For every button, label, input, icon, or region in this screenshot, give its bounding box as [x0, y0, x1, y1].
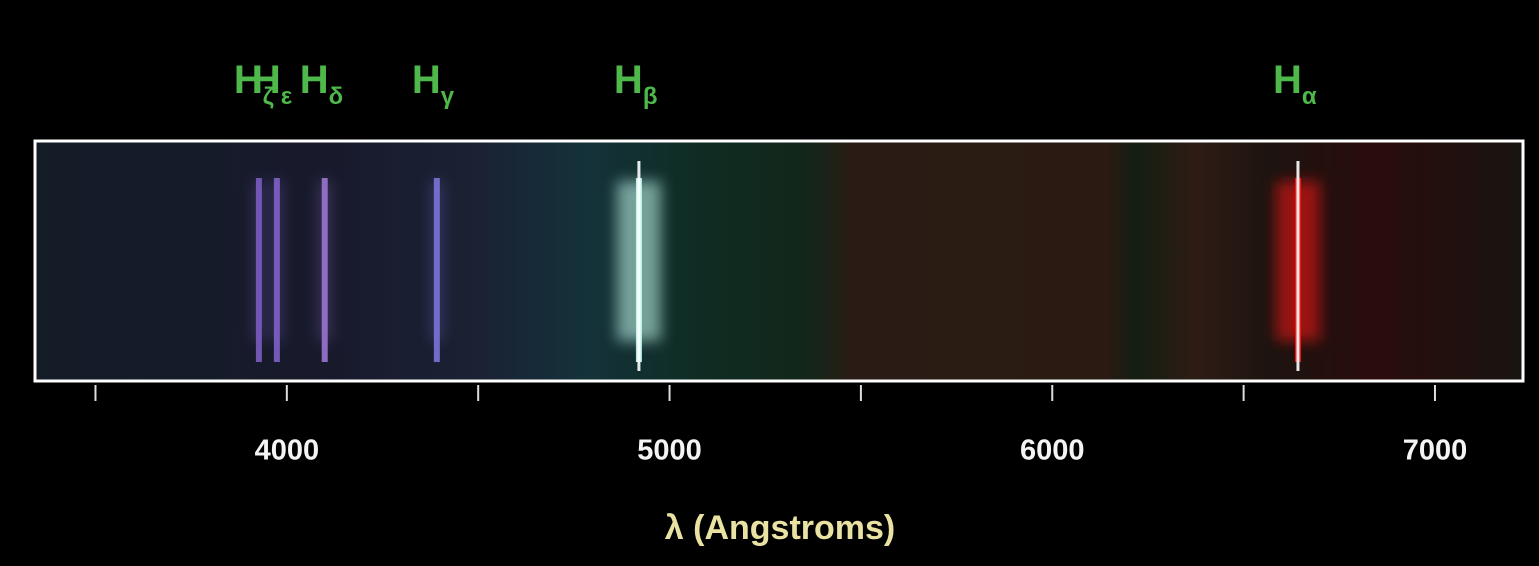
spectrum-frame — [33, 139, 1525, 383]
x-tick-label: 5000 — [637, 435, 702, 467]
line-label-symbol: H — [234, 58, 263, 102]
line-label: Hδ — [300, 58, 343, 111]
line-label: Hγ — [412, 58, 455, 111]
line-label-subscript: α — [1302, 83, 1317, 110]
x-tick-label: 4000 — [255, 435, 320, 467]
emission-line — [321, 178, 328, 362]
line-label-subscript: γ — [441, 83, 455, 110]
line-label: Hβ — [614, 58, 658, 111]
emission-line — [273, 178, 280, 362]
line-label: Hζ — [234, 58, 274, 111]
line-label-symbol: H — [300, 58, 329, 102]
line-label-symbol: H — [614, 58, 643, 102]
x-tick-label: 7000 — [1403, 435, 1468, 467]
line-label: Hα — [1273, 58, 1317, 111]
line-label-symbol: H — [1273, 58, 1302, 102]
spectrum-band — [35, 141, 1523, 381]
line-label-subscript: δ — [329, 83, 344, 110]
x-tick-label: 6000 — [1020, 435, 1085, 467]
line-label-subscript: β — [643, 83, 658, 110]
marks — [253, 161, 1320, 371]
line-label-symbol: H — [412, 58, 441, 102]
emission-line — [433, 178, 440, 362]
line-core — [1296, 161, 1300, 371]
x-axis-label: λ (Angstroms) — [665, 509, 895, 547]
line-core — [637, 161, 641, 371]
line-label-subscript: ζ — [263, 83, 274, 110]
emission-line — [255, 178, 262, 362]
line-label-symbol: H — [252, 58, 281, 102]
line-label-subscript: ε — [281, 83, 292, 110]
line-label: Hε — [252, 58, 292, 111]
